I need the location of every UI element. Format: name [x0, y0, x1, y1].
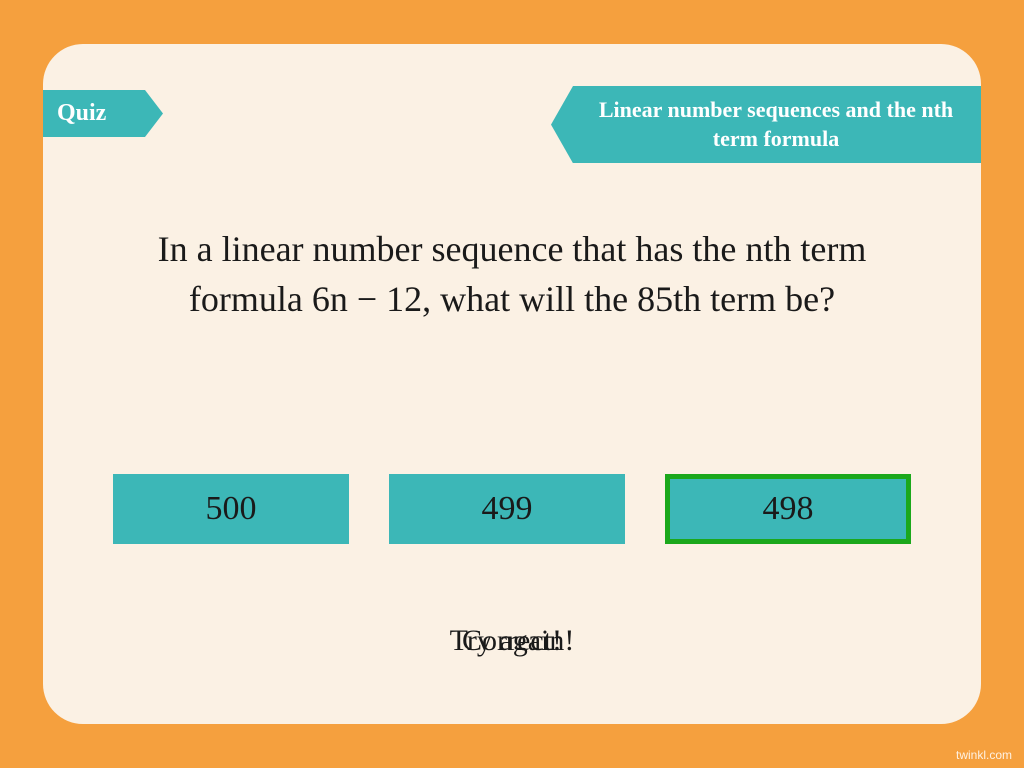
feedback-correct: Correct! — [462, 624, 562, 658]
quiz-label-tag: Quiz — [43, 90, 163, 137]
watermark-text: twinkl.com — [956, 748, 1012, 762]
question-text: In a linear number sequence that has the… — [113, 224, 911, 325]
topic-label-tag: Linear number sequences and the nth term… — [551, 86, 981, 163]
answer-option-0[interactable]: 500 — [113, 474, 349, 544]
quiz-card: Quiz Linear number sequences and the nth… — [43, 44, 981, 724]
answers-row: 500 499 498 — [113, 474, 911, 544]
answer-option-2[interactable]: 498 — [665, 474, 911, 544]
answer-option-1[interactable]: 499 — [389, 474, 625, 544]
